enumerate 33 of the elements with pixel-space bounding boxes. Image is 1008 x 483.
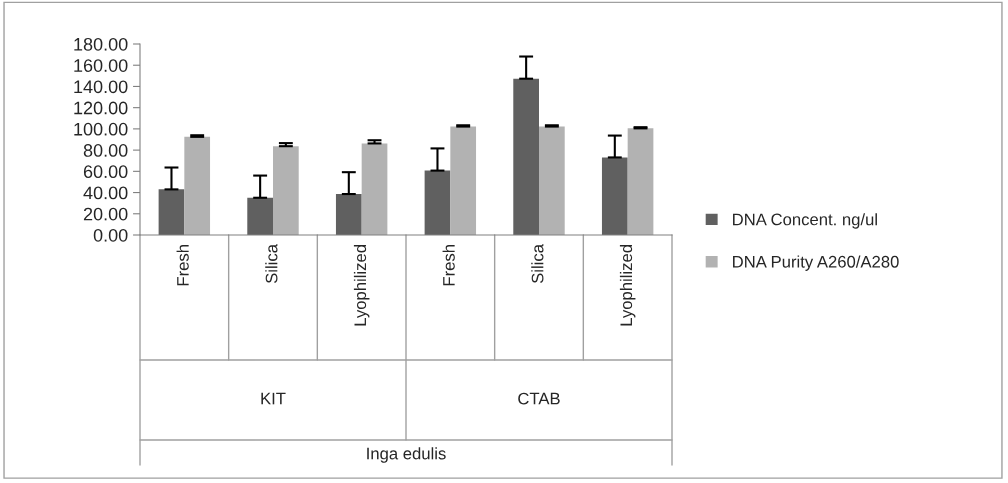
- bar: [450, 126, 477, 235]
- y-tick-label: 20.00: [83, 207, 128, 221]
- y-tick-label: 160.00: [74, 59, 128, 72]
- x-tick-label: Fresh: [176, 245, 189, 286]
- legend-label: DNA Concent. ng/ul: [733, 213, 877, 229]
- y-tick-label: 140.00: [74, 80, 128, 94]
- text: CTAB: [518, 392, 560, 405]
- bar: [184, 136, 211, 235]
- bar: [627, 128, 654, 235]
- y-tick-label: 40.00: [83, 186, 128, 200]
- legend-label: DNA Purity A260/A280: [733, 255, 899, 271]
- x-tick-label: Fresh: [442, 245, 455, 286]
- x-tick-label: Lyophilized: [353, 245, 370, 326]
- y-tick-label: 60.00: [83, 165, 128, 179]
- bar: [601, 157, 628, 235]
- bar: [247, 197, 273, 235]
- bar: [273, 146, 299, 235]
- y-tick-label: 120.00: [74, 101, 128, 115]
- bar: [513, 78, 539, 235]
- text: KIT: [261, 392, 286, 405]
- y-tick-label: 80.00: [83, 144, 128, 157]
- y-tick-label: 0.00: [93, 228, 128, 242]
- x-tick-label: Lyophilized: [619, 245, 636, 326]
- y-tick-label: 100.00: [74, 122, 128, 136]
- bar: [424, 170, 451, 235]
- y-tick-label: 180.00: [74, 37, 128, 51]
- bar: [539, 126, 565, 235]
- x-tick-label: Silica: [265, 244, 278, 284]
- text: Inga edulis: [367, 447, 446, 463]
- bar: [335, 194, 362, 235]
- bar: [158, 189, 185, 235]
- x-tick-label: Silica: [531, 244, 544, 284]
- bar: [361, 143, 388, 235]
